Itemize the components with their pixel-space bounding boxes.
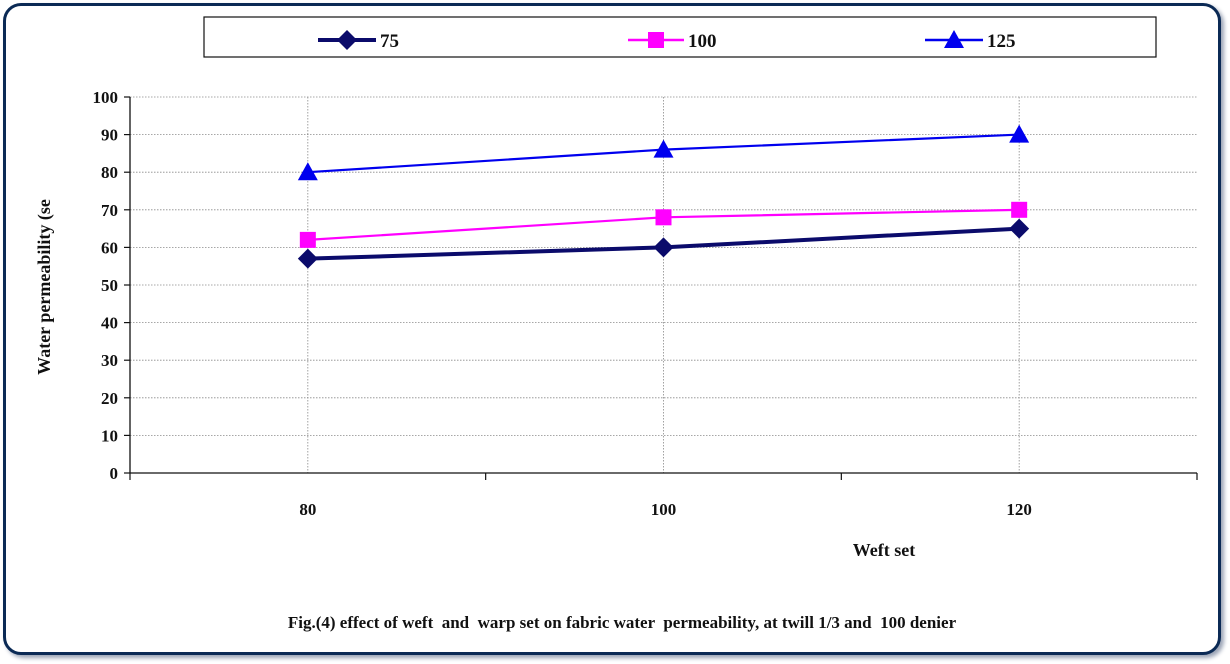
chart-frame bbox=[3, 3, 1221, 655]
plot-area: 0 10 20 30 40 50 60 70 80 90 100 80 100 120 bbox=[93, 88, 1198, 519]
x-tick-label: 80 bbox=[299, 500, 316, 519]
x-tick-label: 100 bbox=[651, 500, 677, 519]
data-point-100 bbox=[1011, 201, 1028, 218]
legend-label-100: 100 bbox=[688, 31, 717, 52]
legend-label-125: 125 bbox=[987, 31, 1016, 52]
y-tick-label: 80 bbox=[101, 163, 118, 182]
y-tick-labels: 0 10 20 30 40 50 60 70 80 90 100 bbox=[93, 88, 119, 483]
figure-caption: Fig.(4) effect of weft and warp set on f… bbox=[288, 613, 957, 632]
y-tick-label: 50 bbox=[101, 276, 118, 295]
y-tick-label: 90 bbox=[101, 126, 118, 145]
y-tick-label: 10 bbox=[101, 426, 118, 445]
y-tick-label: 30 bbox=[101, 351, 118, 370]
data-point-75 bbox=[653, 237, 674, 258]
y-axis-label: Water permeability (se bbox=[34, 199, 55, 375]
data-point-125 bbox=[1009, 124, 1030, 143]
legend-label-75: 75 bbox=[380, 31, 399, 52]
data-point-125 bbox=[653, 139, 674, 158]
y-tick-label: 40 bbox=[101, 314, 118, 333]
data-point-125 bbox=[297, 162, 318, 181]
legend: 75 100 125 bbox=[203, 16, 1157, 58]
y-tick-label: 70 bbox=[101, 201, 118, 220]
y-tick-label: 60 bbox=[101, 238, 118, 257]
y-tick-label: 0 bbox=[110, 464, 119, 483]
x-tick-labels: 80 100 120 bbox=[299, 500, 1032, 519]
markers bbox=[297, 124, 1030, 269]
axes bbox=[124, 96, 1198, 480]
y-tick-label: 100 bbox=[93, 88, 119, 107]
x-axis-label: Weft set bbox=[853, 540, 915, 560]
x-tick-label: 120 bbox=[1006, 500, 1032, 519]
legend-marker-100 bbox=[648, 32, 664, 48]
data-point-100 bbox=[299, 231, 316, 248]
legend-marker-75 bbox=[337, 30, 357, 50]
legend-marker-125 bbox=[944, 30, 964, 48]
data-point-100 bbox=[655, 209, 672, 226]
y-tick-label: 20 bbox=[101, 389, 118, 408]
data-point-75 bbox=[1009, 218, 1030, 239]
data-point-75 bbox=[297, 248, 318, 269]
legend-box bbox=[203, 16, 1157, 58]
